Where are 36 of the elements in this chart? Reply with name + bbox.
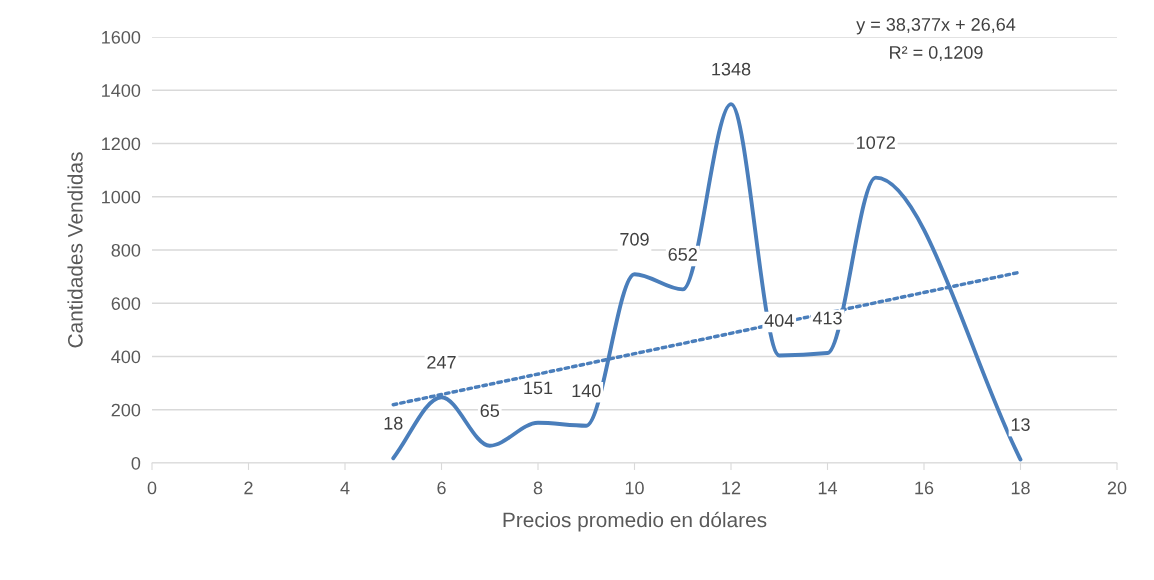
x-tick-label: 16 [915,481,934,495]
data-label: 140 [572,384,601,398]
y-tick-label: 400 [111,350,141,364]
annotation: R² = 0,1209 [890,46,983,61]
text: y = 38,377x + 26,64 [856,18,1016,35]
x-tick-label: 8 [533,481,543,495]
y-tick-label: 1200 [102,137,141,151]
data-label: 1348 [712,62,751,76]
data-label: 151 [524,381,553,395]
y-tick-label: 0 [131,456,141,470]
y-tick-label: 1000 [102,190,141,204]
x-tick-label: 0 [147,481,157,495]
data-label: 65 [480,404,500,418]
x-tick-label: 12 [722,481,741,495]
data-label: 709 [620,232,649,246]
y-tick-label: 800 [111,243,141,257]
x-axis-title: Precios promedio en dólares [503,511,767,532]
data-label: 13 [1011,418,1030,431]
data-label: 404 [764,314,794,327]
x-tick-label: 4 [340,481,350,495]
data-label: 652 [668,248,697,261]
x-tick-label: 14 [818,481,838,495]
x-tick-label: 2 [244,481,253,495]
y-tick-label: 600 [111,297,141,310]
data-label: 247 [427,355,456,369]
y-axis-title: Cantidades Vendidas [67,152,83,348]
x-tick-label: 18 [1011,481,1030,495]
y-tick-label: 200 [111,403,141,417]
x-tick-label: 6 [437,481,446,495]
data-label: 18 [384,416,403,430]
data-label: 1072 [857,136,895,150]
x-tick-label: 10 [625,481,644,495]
y-tick-label: 1400 [102,84,141,97]
data-label: 413 [812,311,842,325]
x-tick-label: 20 [1107,481,1127,495]
y-tick-label: 1600 [102,30,141,44]
